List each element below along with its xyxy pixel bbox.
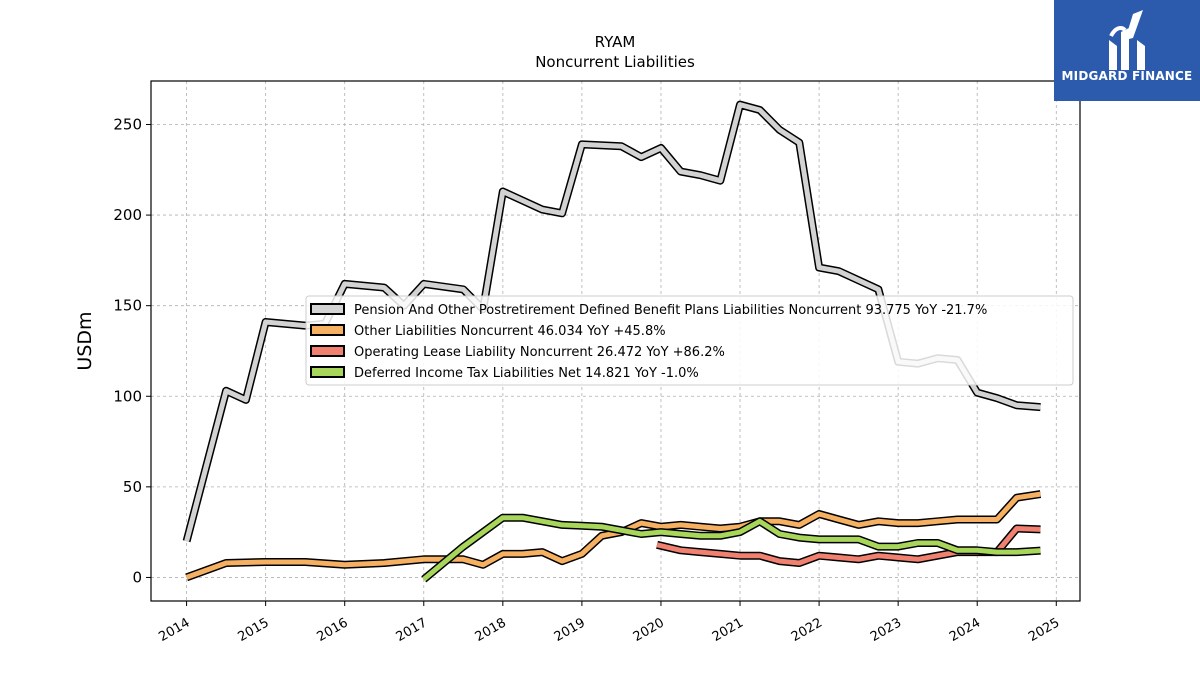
x-tick-label: 2023: [868, 615, 904, 645]
legend-label: Pension And Other Postretirement Defined…: [354, 303, 987, 318]
x-tick-label: 2025: [1026, 615, 1062, 645]
chart-title: RYAM: [595, 33, 636, 51]
x-tick-label: 2016: [315, 615, 351, 645]
legend-swatch: [310, 366, 345, 378]
legend-label: Deferred Income Tax Liabilities Net 14.8…: [354, 366, 699, 381]
midgard-logo-icon: [1109, 10, 1145, 70]
series-line: [422, 515, 1041, 582]
y-tick-label: 0: [132, 568, 142, 586]
x-tick-label: 2024: [947, 615, 983, 645]
series-1: [185, 490, 1042, 582]
x-tick-label: 2019: [552, 615, 588, 645]
x-tick-label: 2015: [235, 615, 271, 645]
y-axis-label: USDm: [74, 311, 96, 370]
x-tick-label: 2017: [394, 615, 430, 645]
plot-frame: [150, 80, 1081, 602]
legend-swatch: [310, 345, 345, 357]
grid-lines: [151, 81, 1080, 601]
x-tick-label: 2022: [789, 615, 825, 645]
midgard-finance-logo: MIDGARD FINANCE: [1054, 0, 1200, 101]
x-tick-label: 2014: [156, 615, 192, 645]
y-tick-label: 150: [113, 297, 142, 315]
logo-text: MIDGARD FINANCE: [1061, 69, 1193, 83]
y-tick-label: 250: [113, 115, 142, 133]
x-tick-label: 2018: [473, 615, 509, 645]
legend-swatch: [310, 303, 345, 315]
y-tick-label: 50: [123, 478, 142, 496]
series-line: [185, 491, 1041, 580]
legend-label: Other Liabilities Noncurrent 46.034 YoY …: [354, 324, 666, 339]
x-tick-label: 2020: [631, 615, 667, 645]
legend-box: [305, 295, 1074, 386]
chart-subtitle: Noncurrent Liabilities: [535, 53, 695, 71]
legend-swatch: [310, 324, 345, 336]
x-tick-label: 2021: [710, 615, 746, 645]
legend: Pension And Other Postretirement Defined…: [305, 295, 1074, 386]
legend-label: Operating Lease Liability Noncurrent 26.…: [354, 345, 725, 360]
y-tick-label: 200: [113, 206, 142, 224]
y-tick-label: 100: [113, 387, 142, 405]
series-3: [421, 513, 1041, 583]
